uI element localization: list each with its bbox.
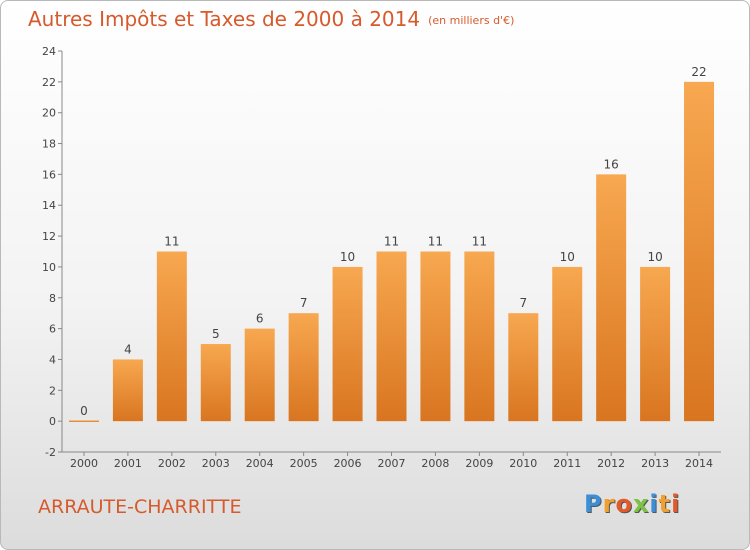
y-tick-label: 16 <box>42 168 56 181</box>
bar <box>112 359 143 422</box>
logo-letter: P <box>584 490 603 518</box>
data-label: 4 <box>124 342 132 356</box>
x-tick-label: 2008 <box>421 457 449 470</box>
bar <box>552 266 583 422</box>
y-tick-label: 24 <box>42 45 56 58</box>
bar <box>508 313 539 422</box>
x-tick-label: 2013 <box>641 457 669 470</box>
y-tick-label: 6 <box>49 323 56 336</box>
data-label: 7 <box>519 296 527 310</box>
y-tick-label: 8 <box>49 292 56 305</box>
y-tick-label: 18 <box>42 138 56 151</box>
logo-letter: t <box>658 490 672 518</box>
logo-letter: x <box>632 490 650 518</box>
data-label: 22 <box>691 65 706 79</box>
y-tick-label: 22 <box>42 76 56 89</box>
data-label: 11 <box>384 235 399 249</box>
data-label: 7 <box>300 296 308 310</box>
bar <box>200 344 231 422</box>
bars: 0 4 11 5 6 7 10 11 11 11 7 10 16 10 22 <box>68 65 715 422</box>
commune-name: ARRAUTE-CHARRITTE <box>38 496 242 518</box>
logo-letter: i <box>671 490 681 518</box>
data-label: 6 <box>256 312 264 326</box>
bar <box>640 266 671 422</box>
y-tick-label: 12 <box>42 230 56 243</box>
bar <box>288 313 319 422</box>
x-tick-label: 2006 <box>334 457 362 470</box>
x-tick-label: 2009 <box>465 457 493 470</box>
bar <box>68 420 99 422</box>
data-label: 5 <box>212 327 220 341</box>
bar <box>376 251 407 422</box>
bar <box>332 266 363 422</box>
data-label: 11 <box>472 235 487 249</box>
x-tick-label: 2000 <box>70 457 98 470</box>
x-tick-label: 2012 <box>597 457 625 470</box>
x-tick-label: 2003 <box>202 457 230 470</box>
bar <box>244 328 275 422</box>
logo-letter: r <box>602 490 616 518</box>
bar <box>464 251 495 422</box>
data-label: 11 <box>428 235 443 249</box>
data-label: 0 <box>80 404 88 418</box>
bar <box>156 251 187 422</box>
chart-unit: (en milliers d'€) <box>428 14 515 27</box>
x-tick-label: 2005 <box>290 457 318 470</box>
chart-title-text: Autres Impôts et Taxes de 2000 à 2014 <box>28 7 421 31</box>
y-tick-label: 14 <box>42 199 56 212</box>
y-tick-label: 20 <box>42 107 56 120</box>
data-label: 10 <box>340 250 355 264</box>
bar <box>420 251 451 422</box>
x-tick-label: 2007 <box>378 457 406 470</box>
y-tick-label: -2 <box>45 446 56 459</box>
logo-letter: i <box>649 490 659 518</box>
data-label: 16 <box>604 157 619 171</box>
proxiti-logo: Proxiti <box>584 490 680 518</box>
data-label: 11 <box>164 235 179 249</box>
x-tick-label: 2001 <box>114 457 142 470</box>
bar <box>596 174 627 422</box>
x-tick-label: 2004 <box>246 457 274 470</box>
x-tick-label: 2014 <box>685 457 713 470</box>
x-tick-label: 2002 <box>158 457 186 470</box>
logo-letter: o <box>615 490 633 518</box>
bar <box>684 81 715 422</box>
y-tick-label: 2 <box>49 384 56 397</box>
y-tick-label: 0 <box>49 415 56 428</box>
y-tick-label: 10 <box>42 261 56 274</box>
data-label: 10 <box>560 250 575 264</box>
x-tick-label: 2010 <box>509 457 537 470</box>
x-tick-label: 2011 <box>553 457 581 470</box>
chart-title: Autres Impôts et Taxes de 2000 à 2014 (en… <box>28 7 514 31</box>
data-label: 10 <box>647 250 662 264</box>
y-tick-label: 4 <box>49 353 56 366</box>
